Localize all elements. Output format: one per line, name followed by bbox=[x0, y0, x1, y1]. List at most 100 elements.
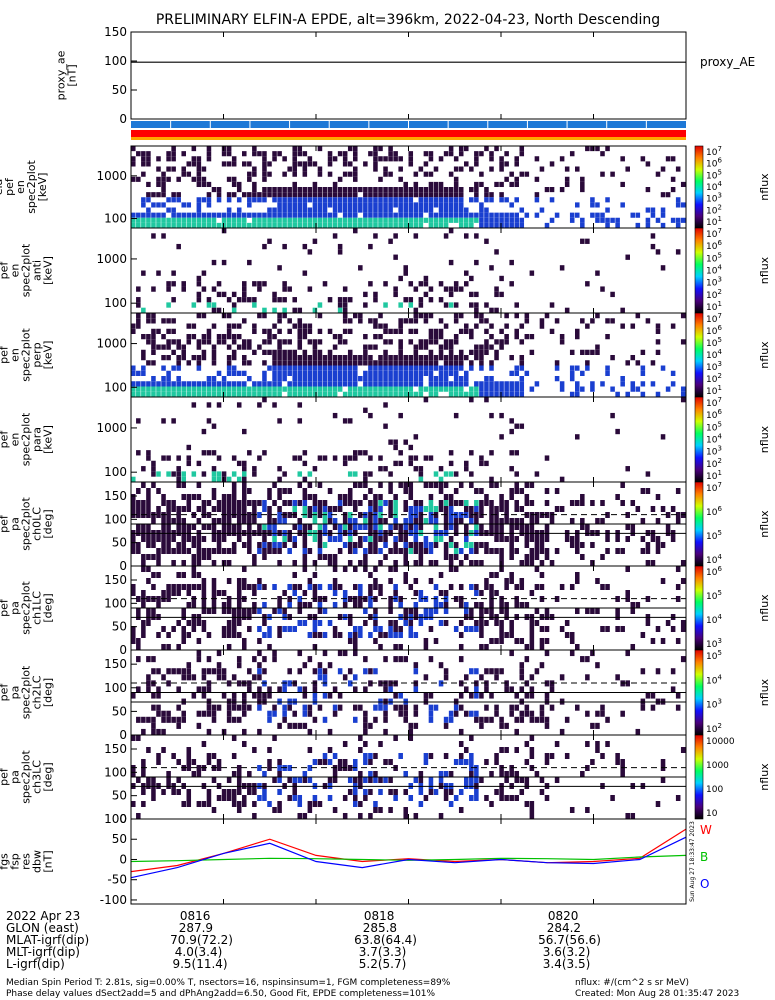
heatmap-cell bbox=[559, 265, 565, 271]
heatmap-cell bbox=[201, 554, 207, 560]
heatmap-cell bbox=[464, 233, 469, 239]
heatmap-cell bbox=[161, 590, 166, 596]
heatmap-cell bbox=[453, 202, 459, 208]
heatmap-cell bbox=[575, 202, 580, 208]
heatmap-cell bbox=[287, 349, 292, 355]
heatmap-cell bbox=[161, 181, 166, 188]
heatmap-cell bbox=[247, 360, 252, 366]
heatmap-cell bbox=[363, 722, 368, 729]
heatmap-cell bbox=[559, 187, 565, 193]
heatmap-cell bbox=[161, 217, 166, 223]
heatmap-cell bbox=[156, 728, 161, 735]
heatmap-cell bbox=[156, 328, 161, 334]
time-tick-label: 0816 bbox=[179, 909, 211, 923]
heatmap-cell bbox=[423, 506, 429, 512]
heatmap-cell bbox=[680, 181, 686, 188]
heatmap-cell bbox=[342, 197, 348, 203]
heatmap-cell bbox=[569, 500, 575, 506]
colorbar bbox=[694, 227, 704, 314]
heatmap-cell bbox=[640, 488, 646, 494]
heatmap-cell bbox=[458, 202, 464, 208]
heatmap-cell bbox=[474, 344, 479, 350]
heatmap-cell bbox=[231, 674, 237, 681]
heatmap-cell bbox=[469, 548, 474, 554]
heatmap-cell bbox=[499, 668, 504, 675]
heatmap-cell bbox=[363, 161, 368, 167]
heatmap-cell bbox=[242, 291, 247, 298]
heatmap-cell bbox=[186, 494, 192, 500]
heatmap-cell bbox=[267, 644, 272, 650]
heatmap-cell bbox=[242, 578, 247, 584]
heatmap-cell bbox=[342, 602, 348, 608]
heatmap-cell bbox=[383, 500, 388, 506]
heatmap-cell bbox=[236, 765, 242, 771]
heatmap-cell bbox=[358, 386, 363, 392]
heatmap-cell bbox=[489, 584, 494, 590]
heatmap-cell bbox=[539, 789, 545, 795]
heatmap-cell bbox=[226, 161, 232, 167]
heatmap-cell bbox=[378, 222, 383, 229]
heatmap-cell bbox=[393, 197, 398, 203]
heatmap-cell bbox=[680, 578, 686, 584]
heatmap-cell bbox=[171, 151, 176, 157]
heatmap-cell bbox=[443, 386, 449, 392]
heatmap-cell bbox=[287, 722, 292, 729]
heatmap-cell bbox=[353, 626, 358, 632]
heatmap-cell bbox=[131, 494, 136, 500]
heatmap-cell bbox=[413, 632, 419, 638]
heatmap-cell bbox=[615, 759, 620, 765]
heatmap-cell bbox=[282, 207, 287, 213]
heatmap-cell bbox=[201, 506, 207, 512]
heatmap-cell bbox=[231, 482, 237, 488]
y-tick-label: 50 bbox=[112, 789, 127, 803]
heatmap-cell bbox=[408, 735, 414, 741]
heatmap-cell bbox=[403, 202, 408, 208]
heatmap-cell bbox=[393, 376, 398, 382]
heatmap-cell bbox=[332, 584, 338, 590]
heatmap-cell bbox=[307, 386, 313, 392]
heatmap-cell bbox=[353, 217, 358, 223]
heatmap-cell bbox=[166, 328, 171, 334]
heatmap-cell bbox=[201, 166, 207, 172]
heatmap-cell bbox=[378, 518, 383, 524]
heatmap-cell bbox=[221, 217, 227, 223]
heatmap-cell bbox=[262, 789, 267, 795]
heatmap-cell bbox=[136, 313, 141, 319]
heatmap-cell bbox=[141, 506, 146, 512]
heatmap-cell bbox=[262, 656, 267, 663]
heatmap-cell bbox=[418, 476, 424, 482]
heatmap-cell bbox=[625, 590, 630, 596]
heatmap-cell bbox=[393, 536, 398, 542]
heatmap-cell bbox=[368, 207, 373, 213]
heatmap-cell bbox=[221, 728, 227, 735]
heatmap-cell bbox=[453, 166, 459, 172]
heatmap-cell bbox=[378, 560, 383, 566]
heatmap-cell bbox=[453, 339, 459, 345]
heatmap-cell bbox=[660, 777, 666, 783]
heatmap-cell bbox=[474, 391, 479, 397]
heatmap-cell bbox=[640, 381, 646, 387]
heatmap-cell bbox=[665, 512, 671, 518]
heatmap-cell bbox=[489, 323, 494, 329]
heatmap-cell bbox=[464, 542, 469, 548]
heatmap-cell bbox=[292, 197, 297, 203]
table-cell: 4.0(3.4) bbox=[174, 945, 223, 959]
heatmap-cell bbox=[186, 602, 192, 608]
heatmap-cell bbox=[221, 151, 227, 157]
heatmap-cell bbox=[464, 686, 469, 693]
heatmap-cell bbox=[196, 801, 202, 807]
heatmap-cell bbox=[464, 281, 469, 287]
heatmap-cell bbox=[231, 753, 237, 759]
heatmap-cell bbox=[131, 735, 136, 741]
heatmap-cell bbox=[569, 650, 575, 657]
heatmap-cell bbox=[312, 238, 318, 244]
heatmap-cell bbox=[438, 318, 444, 324]
heatmap-cell bbox=[393, 328, 398, 334]
heatmap-cell bbox=[176, 391, 181, 397]
heatmap-cell bbox=[453, 212, 459, 218]
heatmap-cell bbox=[171, 626, 176, 632]
heatmap-cell bbox=[353, 795, 358, 801]
heatmap-cell bbox=[252, 391, 257, 397]
heatmap-cell bbox=[383, 339, 388, 345]
heatmap-cell bbox=[307, 391, 313, 397]
